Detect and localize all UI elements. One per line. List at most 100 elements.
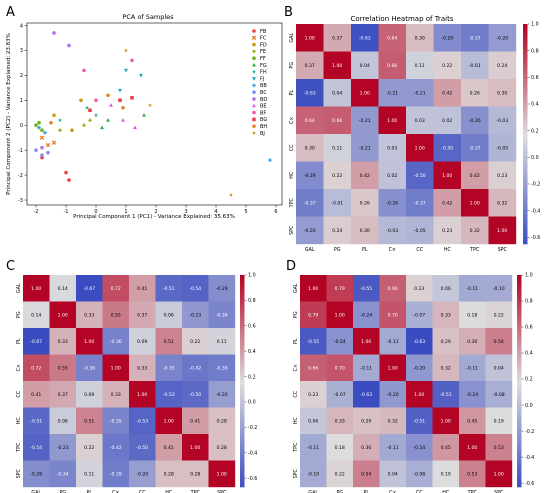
heatmap-b-colorbar-segment xyxy=(523,240,528,245)
heatmap-c-cell xyxy=(23,381,50,408)
heatmap-c-cell-value: 0.37 xyxy=(58,392,68,398)
heatmap-d-colorbar-segment xyxy=(517,381,522,385)
heatmap-c-colorbar-label: -0.4 xyxy=(248,450,257,456)
panel-label-d: D xyxy=(286,259,296,274)
heatmap-d-cell xyxy=(459,460,486,488)
heatmap-c-cell-value: -0.20 xyxy=(136,471,148,477)
heatmap-c-cell-value: -0.35 xyxy=(110,418,122,424)
heatmap-d-cell-value: -0.63 xyxy=(413,339,425,345)
heatmap-c-colorbar-segment xyxy=(240,363,245,368)
pca-legend-marker-bf xyxy=(252,110,256,115)
pca-point-bc xyxy=(40,153,44,157)
heatmap-c-colorbar-segment xyxy=(240,437,245,442)
heatmap-c-cell-value: -0.51 xyxy=(163,286,175,292)
heatmap-d-colorbar-segment xyxy=(517,455,522,460)
heatmap-b-title: Correlation Heatmap of Traits xyxy=(351,15,454,23)
heatmap-c-cell xyxy=(49,328,77,355)
heatmap-b-cell-value: -0.29 xyxy=(304,173,316,179)
heatmap-c-cell xyxy=(76,381,103,408)
heatmap-d-cell-value: 0.04 xyxy=(494,365,504,371)
heatmap-c-colorbar-segment xyxy=(240,465,245,470)
heatmap-c-cell xyxy=(129,407,156,435)
heatmap-d-cell-value: 0.70 xyxy=(335,365,345,371)
heatmap-c-cell xyxy=(23,434,50,461)
heatmap-c-cell xyxy=(49,354,77,382)
pca-point-bd xyxy=(52,31,56,35)
pca-legend-label-fg: FG xyxy=(260,63,267,69)
heatmap-d-cell xyxy=(379,301,407,329)
heatmap-b-x-tick-label: TPC xyxy=(469,247,480,253)
heatmap-b-cell-value: 1.00 xyxy=(387,118,397,124)
heatmap-d-y-tick-label: SPC xyxy=(293,468,299,478)
heatmap-d-cell xyxy=(379,407,407,435)
heatmap-b-colorbar-label: -0.4 xyxy=(531,208,540,214)
heatmap-b-colorbar-segment xyxy=(523,79,528,83)
heatmap-d-x-tick-label: C× xyxy=(389,490,396,493)
heatmap-c-cell-value: 0.28 xyxy=(164,471,174,477)
pca-x-tick-label: -2 xyxy=(34,209,39,215)
heatmap-b-x-tick-label: CC xyxy=(416,247,423,253)
heatmap-b-cell xyxy=(406,134,434,162)
pca-legend-marker-fd xyxy=(252,42,256,47)
heatmap-d-cell-value: 0.33 xyxy=(335,418,345,424)
heatmap-b-x-tick-label: PL xyxy=(362,247,368,253)
heatmap-c-colorbar-label: 0.4 xyxy=(248,349,256,355)
heatmap-c-cell xyxy=(49,381,77,408)
heatmap-b-cell xyxy=(406,189,434,217)
heatmap-c-cell-value: 0.41 xyxy=(137,286,147,292)
heatmap-c-cell-value: 0.22 xyxy=(84,445,94,451)
heatmap-c-colorbar-segment xyxy=(240,395,245,399)
pca-point-fg xyxy=(106,118,110,122)
heatmap-b-cell-value: -0.03 xyxy=(496,118,508,124)
heatmap-b-cell xyxy=(488,189,517,217)
pca-point-be xyxy=(109,103,113,107)
heatmap-b-colorbar-label: 1.0 xyxy=(531,22,539,28)
heatmap-d-cell-value: 0.66 xyxy=(308,365,318,371)
heatmap-c-cell xyxy=(129,354,156,382)
heatmap-b-colorbar-segment xyxy=(523,203,528,208)
heatmap-d-colorbar-segment xyxy=(517,278,522,283)
heatmap-b-x-tick-label: HC xyxy=(444,247,452,253)
heatmap-b-colorbar-segment xyxy=(523,82,528,87)
heatmap-d-cell xyxy=(485,275,513,302)
heatmap-b-x-tick-label: C× xyxy=(389,247,396,253)
heatmap-b-colorbar-segment xyxy=(523,90,528,94)
heatmap-c-colorbar-label: 1.0 xyxy=(248,273,256,279)
heatmap-c-cell xyxy=(208,328,236,355)
heatmap-d-cell xyxy=(459,407,486,435)
heatmap-b-colorbar-segment xyxy=(523,68,528,72)
heatmap-c-colorbar-segment xyxy=(240,285,245,290)
heatmap-d-cell xyxy=(406,407,433,435)
heatmap-d-colorbar-segment xyxy=(517,465,522,470)
heatmap-b-cell xyxy=(351,161,379,190)
heatmap-b-cell-value: -0.26 xyxy=(386,200,398,206)
heatmap-b-colorbar-segment xyxy=(523,178,528,182)
heatmap-d-cell-value: 0.29 xyxy=(441,339,451,345)
heatmap-c-colorbar-segment xyxy=(240,359,245,364)
heatmap-c-cell-value: -0.67 xyxy=(83,286,95,292)
pca-x-tick-label: 1 xyxy=(124,209,127,215)
heatmap-b-colorbar-label: -0.6 xyxy=(531,235,540,241)
heatmap-b-cell xyxy=(296,189,324,217)
heatmap-b-colorbar-segment xyxy=(523,185,528,190)
heatmap-c-colorbar-label: 0.6 xyxy=(248,323,256,329)
heatmap-b-cell xyxy=(378,79,407,107)
heatmap-d-colorbar-segment xyxy=(517,320,522,325)
heatmap-d-colorbar-segment xyxy=(517,306,522,311)
heatmap-b-cell xyxy=(296,134,324,162)
heatmap-b-colorbar-segment xyxy=(523,170,528,175)
heatmap-d-colorbar-segment xyxy=(517,412,522,417)
heatmap-b-colorbar-segment xyxy=(523,75,528,80)
heatmap-c-cell-value: -0.53 xyxy=(163,392,175,398)
heatmap-c-cell-value: 1.00 xyxy=(31,286,41,292)
heatmap-c-cell-value: 0.55 xyxy=(111,312,121,318)
heatmap-b-cell-value: 0.30 xyxy=(360,228,370,234)
pca-point-bh xyxy=(121,105,125,110)
heatmap-d-colorbar-segment xyxy=(517,479,522,484)
heatmap-c-cell-value: 0.28 xyxy=(217,418,227,424)
heatmap-b-cell-value: 0.30 xyxy=(497,90,507,96)
heatmap-c-colorbar-segment xyxy=(240,409,245,414)
heatmap-c-colorbar-segment xyxy=(240,331,245,336)
heatmap-b-cell xyxy=(433,216,462,245)
pca-y-tick-label: 4 xyxy=(20,23,23,29)
